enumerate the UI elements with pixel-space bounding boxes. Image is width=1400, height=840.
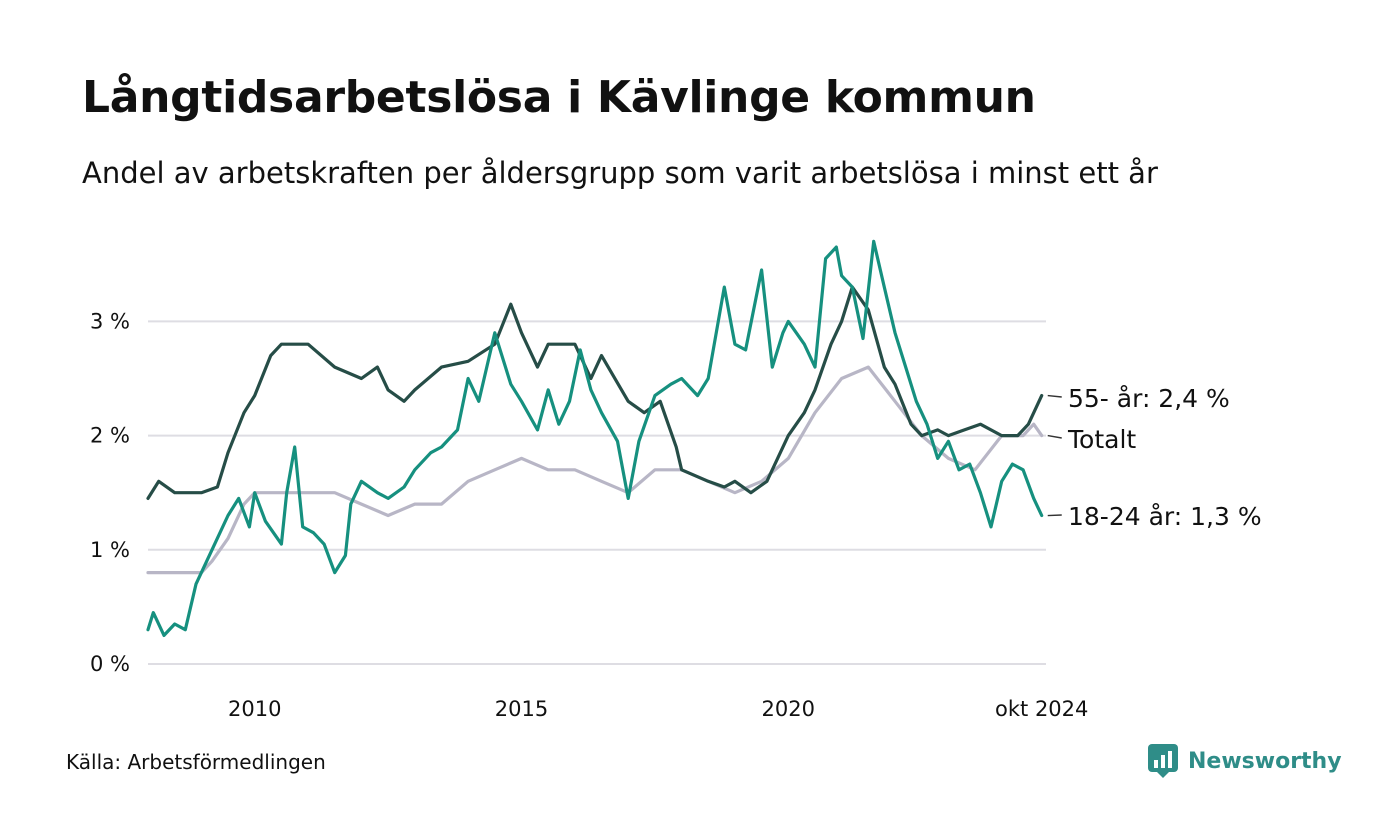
y-tick-label: 3 % (90, 309, 130, 333)
y-tick-label: 2 % (90, 424, 130, 448)
chart-subtitle: Andel av arbetskraften per åldersgrupp s… (82, 156, 1158, 190)
series-line-age55 (146, 285, 1044, 500)
series-end-label-total: Totalt (1067, 425, 1136, 454)
series-line-age18_24 (146, 239, 1044, 637)
end-label-leader (1047, 434, 1062, 439)
x-tick-label: 2015 (495, 697, 548, 721)
chart-title: Långtidsarbetslösa i Kävlinge kommun (82, 72, 1036, 123)
brand-name: Newsworthy (1188, 748, 1342, 774)
y-tick-label: 1 % (90, 538, 130, 562)
x-tick-label: okt 2024 (995, 697, 1088, 721)
newsworthy-icon (1148, 744, 1178, 778)
series-end-label-age55: 55- år: 2,4 % (1068, 384, 1230, 413)
brand-logo: Newsworthy (1148, 744, 1342, 778)
series-end-label-age18_24: 18-24 år: 1,3 % (1068, 502, 1262, 531)
x-tick-label: 2020 (762, 697, 815, 721)
end-label-leader (1047, 394, 1062, 398)
x-tick-label: 2010 (228, 697, 281, 721)
source-note: Källa: Arbetsförmedlingen (66, 750, 326, 774)
y-tick-label: 0 % (90, 652, 130, 676)
end-label-leader (1047, 514, 1062, 517)
